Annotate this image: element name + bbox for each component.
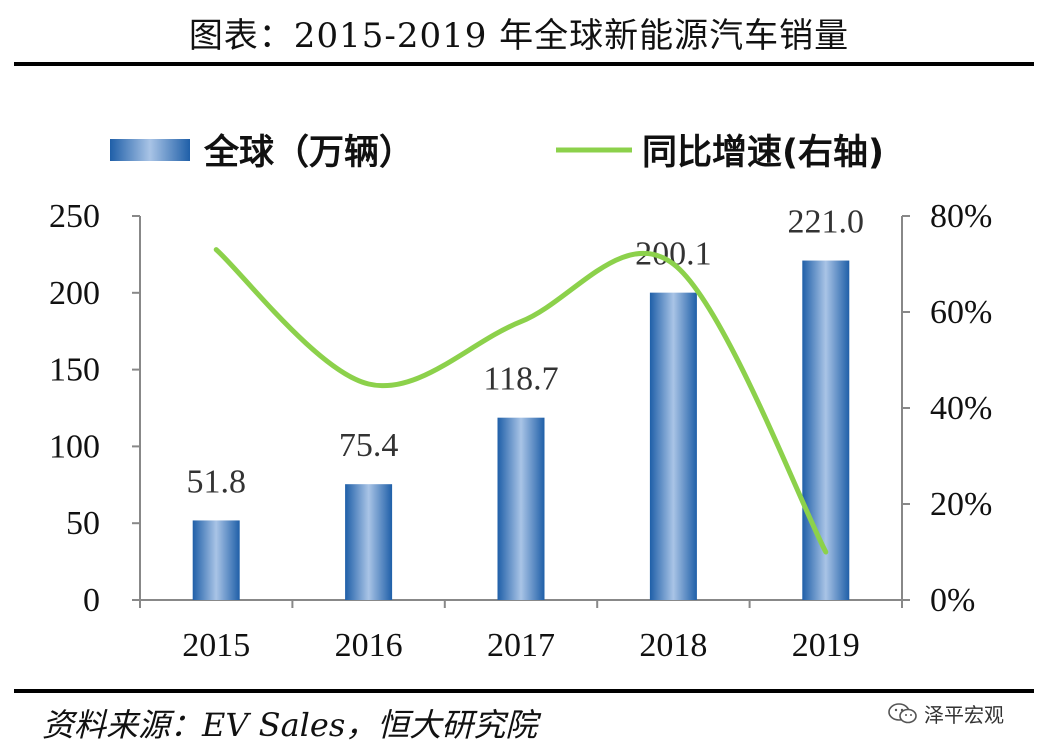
bottom-rule bbox=[14, 689, 1034, 693]
bar bbox=[345, 484, 393, 600]
bar-series bbox=[192, 260, 850, 600]
bar bbox=[649, 292, 697, 600]
bar bbox=[497, 417, 545, 600]
left-tick-label: 250 bbox=[49, 198, 100, 235]
left-tick-label: 100 bbox=[49, 428, 100, 465]
watermark-text: 泽平宏观 bbox=[924, 703, 1004, 727]
left-axis-ticks: 0 50 100 150 200 250 bbox=[49, 198, 140, 619]
right-tick-label: 80% bbox=[930, 198, 992, 235]
left-tick-label: 150 bbox=[49, 352, 100, 389]
x-axis-ticks: 2015 2016 2017 2018 2019 bbox=[139, 600, 903, 664]
x-tick-label: 2017 bbox=[487, 627, 555, 664]
chart: 全球（万辆） 同比增速(右轴) 0 50 100 150 200 250 0% 20% 40%… bbox=[49, 132, 992, 664]
left-tick-label: 200 bbox=[49, 275, 100, 312]
left-tick-label: 0 bbox=[83, 582, 100, 619]
watermark: 泽平宏观 bbox=[888, 699, 1004, 728]
line-series bbox=[213, 247, 829, 555]
right-tick-label: 40% bbox=[930, 390, 992, 427]
bar-data-label: 51.8 bbox=[186, 463, 246, 500]
bar-data-label: 221.0 bbox=[788, 204, 865, 241]
left-tick-label: 50 bbox=[66, 505, 100, 542]
legend-bar-label: 全球（万辆） bbox=[203, 132, 414, 173]
right-tick-label: 20% bbox=[930, 486, 992, 523]
legend-bar-swatch bbox=[110, 139, 190, 161]
bar-data-label: 118.7 bbox=[483, 361, 558, 398]
x-tick-label: 2019 bbox=[792, 627, 860, 664]
wechat-icon bbox=[888, 702, 917, 723]
growth-line bbox=[213, 247, 829, 555]
source-note: 资料来源：EV Sales，恒大研究院 bbox=[42, 706, 538, 744]
bar bbox=[802, 260, 850, 600]
bar bbox=[192, 520, 240, 600]
right-tick-label: 60% bbox=[930, 294, 992, 331]
chart-title: 图表：2015-2019 年全球新能源汽车销量 bbox=[188, 16, 850, 56]
right-tick-label: 0% bbox=[930, 582, 975, 619]
legend-line-label: 同比增速(右轴) bbox=[642, 133, 884, 173]
x-tick-label: 2018 bbox=[639, 627, 707, 664]
legend: 全球（万辆） 同比增速(右轴) bbox=[110, 132, 884, 173]
x-tick-label: 2015 bbox=[182, 627, 250, 664]
bar-data-label: 75.4 bbox=[339, 427, 399, 464]
right-axis-ticks: 0% 20% 40% 60% 80% bbox=[902, 198, 992, 619]
x-tick-label: 2016 bbox=[335, 627, 403, 664]
top-rule bbox=[14, 62, 1034, 66]
